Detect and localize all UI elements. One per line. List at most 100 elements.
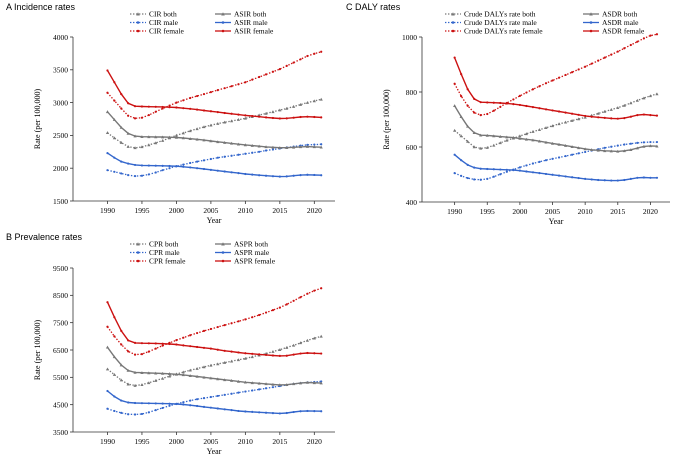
data-point — [285, 146, 289, 150]
data-point — [648, 144, 653, 148]
data-point — [271, 382, 275, 386]
data-point — [292, 382, 296, 386]
data-point — [243, 143, 247, 147]
data-point — [577, 176, 580, 180]
x-tick-label: 2005 — [545, 207, 560, 216]
data-point — [292, 174, 295, 177]
y-tick-label: 8500 — [53, 291, 68, 300]
data-point — [189, 399, 192, 402]
series-cir-female — [106, 50, 323, 120]
data-point — [623, 117, 626, 120]
data-point — [453, 82, 456, 85]
data-point — [512, 169, 515, 172]
legend-item: ASPR male — [215, 248, 270, 257]
y-tick-label: 3500 — [53, 428, 68, 437]
data-point — [113, 316, 116, 319]
data-point — [147, 135, 151, 139]
data-point — [597, 178, 600, 182]
data-point — [616, 179, 619, 182]
series-line — [107, 98, 322, 149]
data-point — [518, 103, 521, 107]
legend-label: CPR both — [149, 240, 179, 249]
legend-item: CPR female — [130, 257, 186, 266]
data-point — [161, 342, 164, 345]
data-point — [298, 341, 303, 345]
data-point — [174, 133, 179, 137]
data-point — [119, 125, 123, 129]
legend-marker — [221, 29, 225, 33]
data-point — [182, 107, 185, 110]
data-point — [583, 147, 587, 151]
series-line — [107, 152, 322, 178]
data-point — [112, 355, 116, 359]
series-crude-dalys-rate-female — [453, 33, 659, 117]
data-point — [285, 175, 288, 178]
data-point — [202, 167, 206, 171]
panel-title: B Prevalence rates — [6, 232, 83, 242]
series-line — [107, 143, 322, 177]
data-point — [306, 351, 309, 355]
legend-label: CPR male — [149, 248, 180, 257]
data-point — [571, 153, 574, 156]
legend-marker — [451, 21, 455, 24]
series-aspr-both — [105, 345, 323, 387]
data-point — [196, 398, 199, 401]
data-point — [285, 383, 289, 386]
data-point — [161, 139, 165, 142]
series-asir-both — [105, 110, 323, 150]
data-point — [505, 170, 508, 173]
x-tick-label: 2020 — [307, 206, 322, 215]
data-point — [189, 96, 192, 100]
data-point — [216, 348, 219, 351]
data-point — [313, 143, 316, 146]
data-point — [112, 136, 116, 140]
legend-label: CIR male — [149, 18, 179, 27]
data-point — [518, 166, 521, 169]
data-point — [216, 394, 219, 398]
x-tick-label: 1995 — [480, 207, 495, 216]
series-line — [106, 70, 322, 120]
legend-item: CPR both — [130, 240, 179, 249]
x-tick-label: 2000 — [169, 206, 184, 215]
series-line — [454, 154, 657, 182]
data-point — [271, 308, 275, 312]
data-point — [216, 325, 219, 329]
data-point — [305, 338, 310, 342]
legend-marker — [136, 251, 140, 254]
data-point — [188, 137, 192, 140]
data-point — [258, 150, 261, 153]
data-point — [216, 362, 220, 366]
y-tick-label: 800 — [406, 88, 418, 97]
data-point — [563, 120, 568, 124]
data-point — [603, 116, 606, 119]
data-point — [223, 324, 226, 327]
x-tick-label: 2020 — [643, 207, 658, 216]
x-tick-label: 1990 — [100, 206, 115, 215]
legend-marker — [451, 12, 455, 16]
data-point — [486, 167, 489, 171]
data-point — [216, 156, 219, 159]
data-point — [616, 50, 619, 53]
legend-marker — [589, 12, 593, 16]
data-point — [113, 409, 116, 413]
data-point — [564, 175, 567, 178]
data-point — [105, 131, 110, 135]
data-point — [112, 118, 116, 121]
data-point — [320, 143, 323, 146]
data-point — [525, 91, 528, 94]
panel-a: A Incidence rates 1500 2000 2500 3000 3500 400… — [6, 2, 335, 225]
data-point — [195, 374, 199, 378]
data-point — [147, 371, 151, 375]
data-point — [642, 144, 646, 148]
legend-marker — [221, 12, 225, 16]
data-point — [175, 101, 178, 104]
data-point — [453, 153, 456, 156]
data-point — [189, 107, 192, 110]
x-axis-label: Year — [207, 447, 222, 456]
data-point — [285, 106, 289, 110]
data-point — [597, 116, 600, 119]
data-point — [251, 78, 254, 81]
data-point — [127, 162, 130, 165]
data-point — [257, 381, 261, 385]
